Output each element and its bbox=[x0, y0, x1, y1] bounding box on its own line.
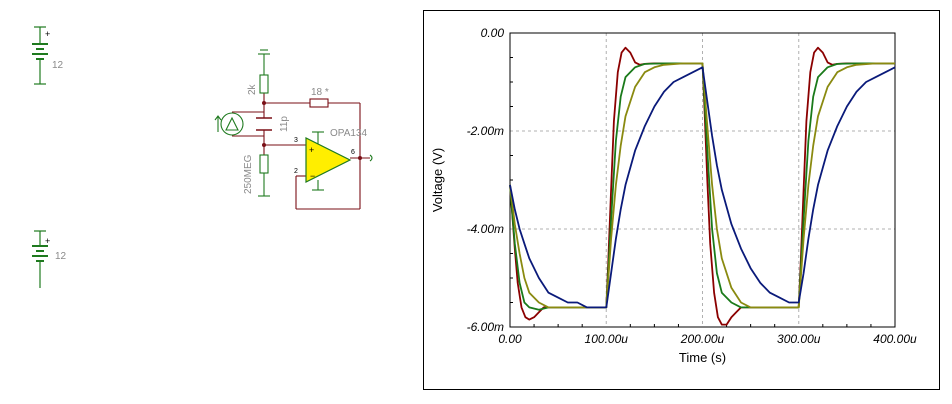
x-tick-label: 0.00 bbox=[498, 332, 522, 346]
battery-top-polarity: + bbox=[45, 29, 50, 39]
opamp-pin-2: 2 bbox=[294, 168, 298, 175]
voltage-time-chart[interactable]: 0.00 100.00u 200.00u 300.00u 400.00u 0.00 -2.0… bbox=[424, 11, 941, 391]
capacitor-label: 11p bbox=[279, 116, 290, 132]
battery-top-value: 12 bbox=[52, 60, 64, 71]
plot-area bbox=[509, 32, 896, 328]
svg-text:+: + bbox=[309, 145, 314, 155]
opamp[interactable]: + − bbox=[262, 101, 373, 191]
resistor-2k-label: 2k bbox=[247, 83, 258, 95]
battery-top[interactable] bbox=[32, 26, 48, 85]
opamp-pin-3: 3 bbox=[294, 137, 298, 144]
series-line-4 bbox=[509, 66, 896, 309]
y-tick-label: -2.00m bbox=[467, 124, 504, 138]
x-axis-label: Time (s) bbox=[679, 350, 726, 365]
opamp-pin-6: 6 bbox=[351, 149, 355, 156]
capacitor-11p[interactable] bbox=[256, 117, 272, 131]
resistor-18[interactable] bbox=[309, 98, 329, 108]
x-tick-label: 400.00u bbox=[873, 332, 917, 346]
schematic-canvas[interactable]: + 12 + 12 2k bbox=[0, 0, 420, 404]
svg-text:−: − bbox=[310, 171, 315, 181]
x-tick-label: 100.00u bbox=[585, 332, 629, 346]
resistor-250meg[interactable] bbox=[258, 154, 270, 197]
y-tick-label: -6.00m bbox=[467, 320, 504, 334]
series-layer bbox=[509, 46, 896, 326]
battery-bottom[interactable] bbox=[32, 230, 48, 288]
x-tick-label: 200.00u bbox=[680, 332, 725, 346]
resistor-18-label: 18 * bbox=[311, 87, 329, 98]
battery-bottom-polarity: + bbox=[45, 236, 50, 246]
y-tick-label: -4.00m bbox=[467, 222, 504, 236]
ground-symbol bbox=[258, 49, 270, 75]
plot-window[interactable]: 0.00 100.00u 200.00u 300.00u 400.00u 0.00 -2.0… bbox=[423, 10, 940, 390]
series-line-3 bbox=[509, 62, 895, 309]
opamp-label: OPA134 bbox=[330, 128, 367, 139]
battery-bottom-value: 12 bbox=[55, 251, 67, 262]
current-source[interactable] bbox=[214, 112, 244, 136]
y-tick-label: 0.00 bbox=[481, 26, 505, 40]
x-tick-label: 300.00u bbox=[777, 332, 821, 346]
resistor-250meg-label: 250MEG bbox=[243, 154, 254, 194]
resistor-2k[interactable] bbox=[259, 74, 269, 94]
y-axis-label: Voltage (V) bbox=[430, 148, 445, 212]
circuit-wires bbox=[232, 93, 370, 210]
tick-labels: 0.00 100.00u 200.00u 300.00u 400.00u 0.00 -2.0… bbox=[467, 26, 917, 346]
